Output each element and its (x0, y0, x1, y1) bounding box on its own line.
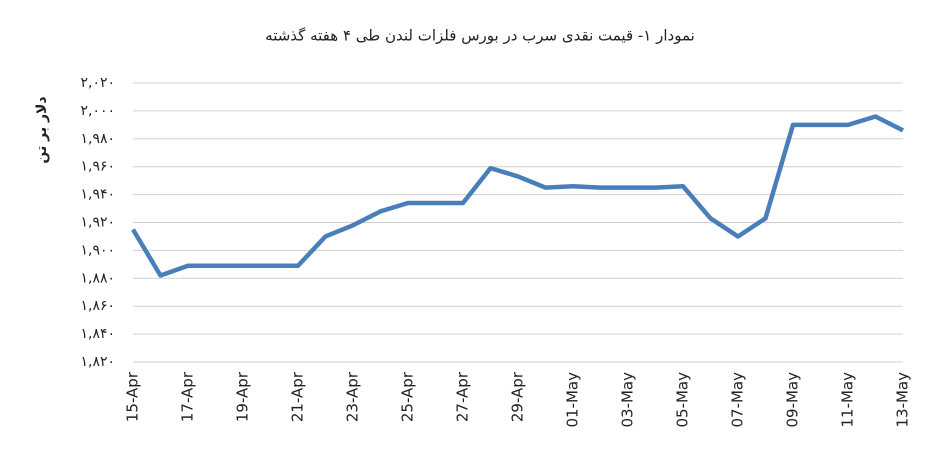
x-tick-label: 27-Apr (454, 371, 472, 422)
x-tick-label: 07-May (729, 372, 747, 428)
y-tick-label: ۱,۸۶۰ (80, 298, 115, 314)
y-tick-label: ۱,۹۶۰ (80, 159, 115, 175)
x-tick-label: 17-Apr (179, 371, 197, 422)
x-tick-label: 11-May (839, 372, 857, 428)
y-tick-label: ۱,۸۲۰ (80, 354, 115, 370)
x-tick-label: 29-Apr (509, 371, 527, 422)
x-tick-label: 03-May (619, 372, 637, 428)
y-tick-label: ۲,۰۰۰ (80, 103, 115, 119)
x-tick-label: 25-Apr (399, 371, 417, 422)
x-tick-label: 01-May (564, 372, 582, 428)
x-tick-label: 15-Apr (124, 371, 142, 422)
x-tick-label: 05-May (674, 372, 692, 428)
x-tick-label: 09-May (784, 372, 802, 428)
x-tick-label: 19-Apr (234, 371, 252, 422)
y-tick-label: ۱,۹۰۰ (80, 242, 115, 258)
x-tick-label: 21-Apr (289, 371, 307, 422)
y-tick-label: ۱,۹۲۰ (80, 215, 115, 231)
chart-title: نمودار ۱- قیمت نقدی سرب در بورس فلزات لن… (265, 27, 695, 45)
line-series (131, 114, 905, 278)
y-axis-title: دلار بر تن (34, 96, 50, 163)
x-tick-label: 13-May (894, 372, 912, 428)
y-tick-label: ۲,۰۲۰ (80, 75, 115, 91)
y-tick-label: ۱,۹۴۰ (80, 187, 115, 203)
y-tick-label: ۱,۸۴۰ (80, 326, 115, 342)
y-tick-label: ۱,۸۸۰ (80, 270, 115, 286)
y-tick-label: ۱,۹۸۰ (80, 131, 115, 147)
x-tick-label: 23-Apr (344, 371, 362, 422)
